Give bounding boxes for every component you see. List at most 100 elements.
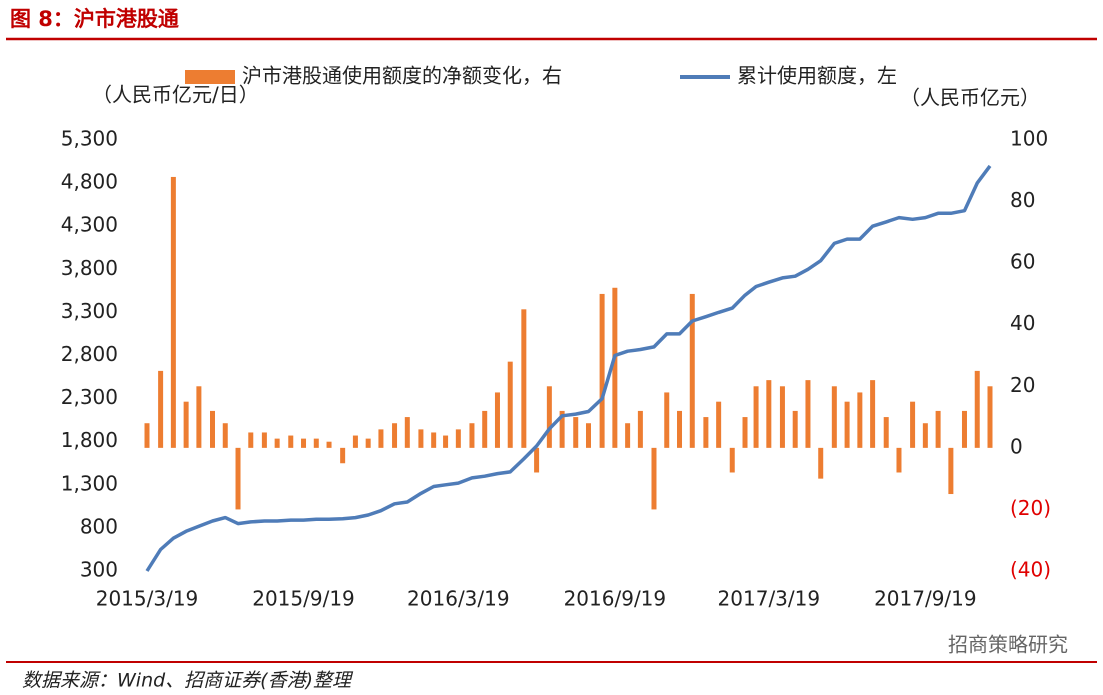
bar — [521, 309, 527, 448]
bar — [896, 447, 902, 473]
legend-label: 沪市港股通使用额度的净额变化，右 — [242, 64, 562, 88]
bar — [637, 410, 643, 448]
bar — [742, 417, 748, 448]
bar — [585, 423, 591, 448]
bar — [418, 429, 424, 448]
bar — [870, 380, 876, 448]
line — [145, 164, 992, 572]
y2-tick-label: 80 — [1010, 188, 1035, 212]
bar — [158, 370, 164, 448]
x-tick-label: 2017/3/19 — [718, 587, 821, 611]
bar — [392, 423, 398, 448]
bar — [469, 423, 475, 448]
bar — [883, 417, 889, 448]
bar — [301, 438, 307, 448]
bar — [326, 441, 332, 448]
bar — [716, 401, 722, 448]
legend-swatch — [185, 70, 235, 84]
bar — [443, 435, 449, 448]
bar — [573, 417, 579, 448]
y2-tick-label: (40) — [1010, 558, 1051, 582]
bar — [559, 410, 565, 448]
x-tick-label: 2015/3/19 — [96, 587, 199, 611]
bar — [431, 432, 437, 448]
bar — [961, 410, 967, 448]
y-unit: （人民币亿元/日） — [92, 83, 259, 107]
bar — [922, 423, 928, 448]
bar — [170, 176, 176, 448]
bar — [546, 386, 552, 448]
bar — [703, 417, 709, 448]
y-tick-label: 5,300 — [61, 127, 118, 151]
x-tick-label: 2017/9/19 — [874, 587, 977, 611]
bar — [261, 432, 267, 448]
bar — [753, 386, 759, 448]
y2-tick-label: 0 — [1010, 434, 1023, 458]
bar — [183, 401, 189, 448]
bar — [677, 410, 683, 448]
bar — [987, 386, 993, 448]
bar — [805, 380, 811, 448]
bar — [612, 287, 618, 448]
bar — [235, 447, 241, 510]
y2-tick-label: 60 — [1010, 250, 1035, 274]
bar — [210, 410, 216, 448]
watermark: 招商策略研究 — [948, 633, 1068, 657]
bar — [494, 392, 500, 448]
bar — [974, 370, 980, 448]
bar — [365, 438, 371, 448]
bar — [729, 447, 735, 473]
bar — [352, 435, 358, 448]
bar — [378, 429, 384, 448]
x-tick-label: 2016/3/19 — [407, 587, 510, 611]
chart-title: 图 8：沪市港股通 — [10, 7, 179, 31]
y-tick-label: 4,800 — [61, 170, 118, 194]
y-tick-label: 2,300 — [61, 385, 118, 409]
x-tick-label: 2015/9/19 — [252, 587, 355, 611]
x-tick-label: 2016/9/19 — [564, 587, 667, 611]
y2-tick-label: 20 — [1010, 373, 1035, 397]
bar — [792, 410, 798, 448]
bar — [455, 429, 461, 448]
bar — [935, 410, 941, 448]
bar — [482, 410, 488, 448]
y2-tick-label: 40 — [1010, 311, 1035, 335]
y-tick-label: 2,800 — [61, 342, 118, 366]
legend-label: 累计使用额度，左 — [737, 64, 897, 88]
bar — [222, 423, 228, 448]
y-tick-label: 1,800 — [61, 428, 118, 452]
bar — [948, 447, 954, 495]
bar — [404, 417, 410, 448]
y-tick-label: 3,300 — [61, 299, 118, 323]
bar — [689, 293, 695, 448]
bar — [248, 432, 254, 448]
y2-unit: （人民币亿元） — [900, 86, 1040, 110]
source: 数据来源：Wind、招商证券(香港)整理 — [22, 670, 354, 692]
bar — [288, 435, 294, 448]
y2-tick-label: (20) — [1010, 496, 1051, 520]
bar — [844, 401, 850, 448]
y-tick-label: 300 — [80, 558, 118, 582]
bar — [831, 386, 837, 448]
bar — [625, 423, 631, 448]
bar — [340, 447, 346, 464]
y-tick-label: 1,300 — [61, 471, 118, 495]
bar — [507, 361, 513, 448]
bar — [766, 380, 772, 448]
bar — [651, 447, 657, 510]
bar — [910, 401, 916, 448]
y2-tick-label: 100 — [1010, 127, 1048, 151]
bar — [144, 423, 150, 448]
y-tick-label: 800 — [80, 514, 118, 538]
bar — [534, 447, 540, 473]
bar — [779, 386, 785, 448]
bar — [818, 447, 824, 479]
bar — [857, 392, 863, 448]
y-tick-label: 4,300 — [61, 213, 118, 237]
bar — [196, 386, 202, 448]
y-tick-label: 3,800 — [61, 256, 118, 280]
bar — [274, 438, 280, 448]
bar — [599, 293, 605, 448]
bar — [664, 392, 670, 448]
